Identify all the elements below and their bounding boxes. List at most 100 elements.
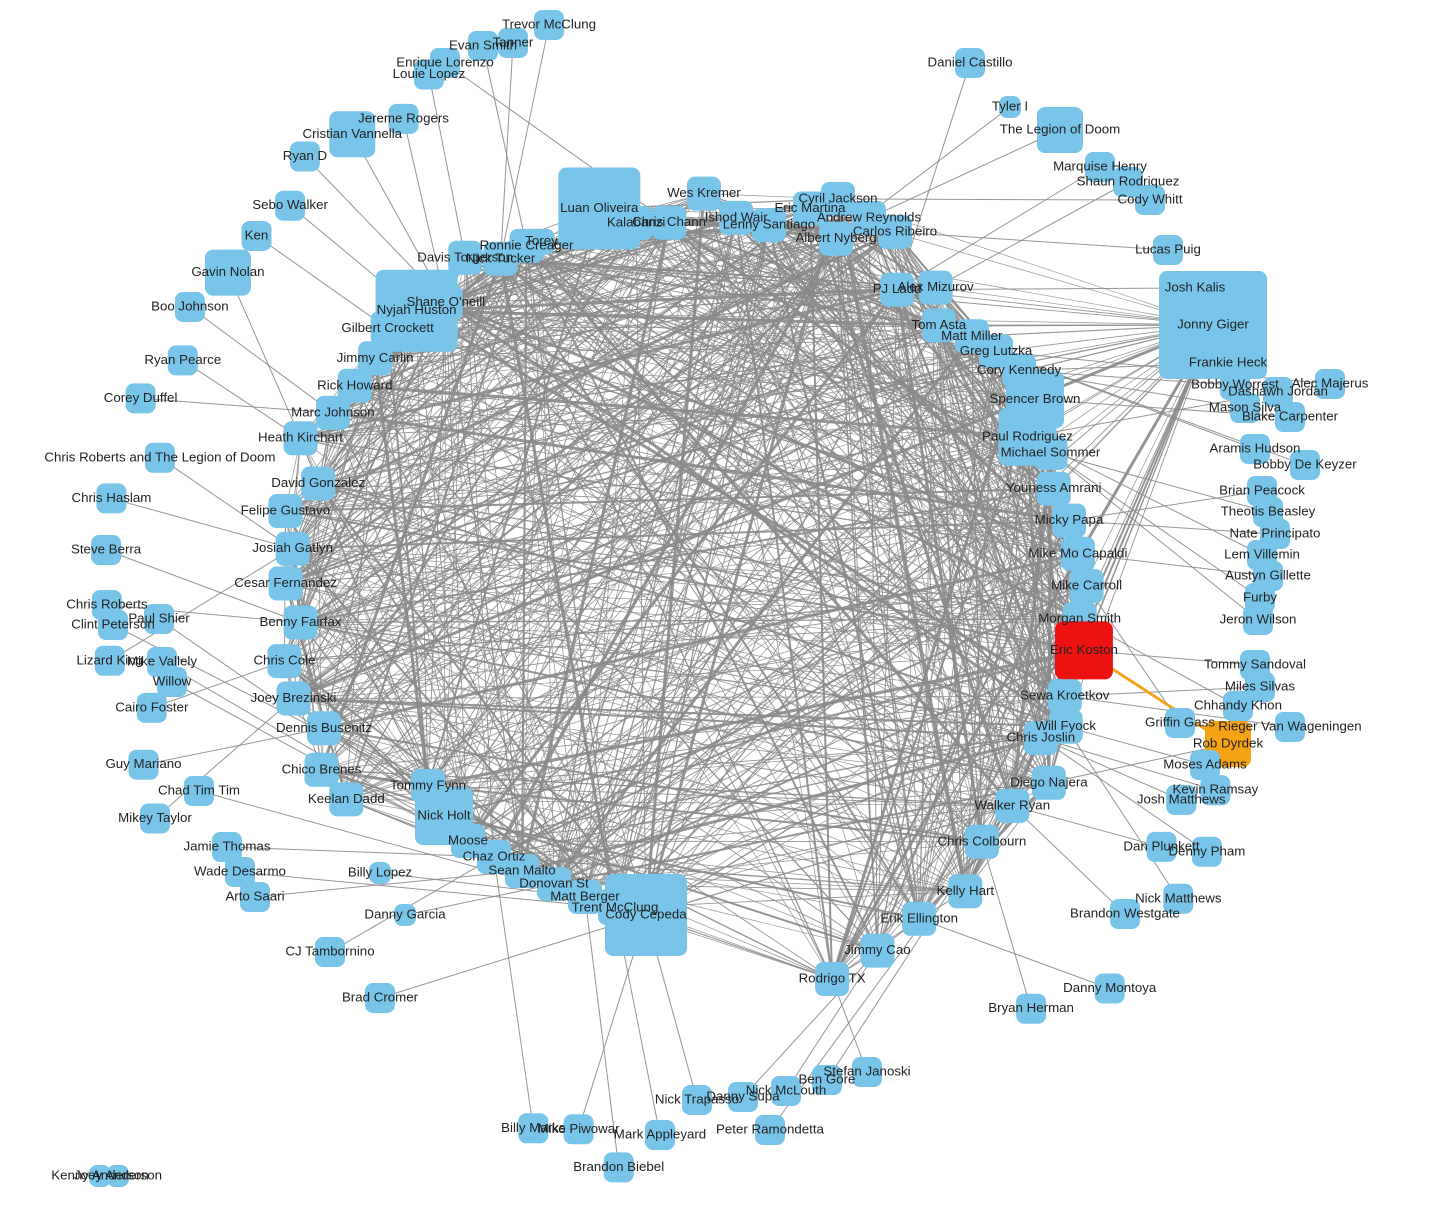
- svg-text:Youness Amrani: Youness Amrani: [1006, 480, 1102, 495]
- svg-text:Walker Ryan: Walker Ryan: [974, 797, 1050, 812]
- svg-text:Louie Lopez: Louie Lopez: [393, 66, 465, 81]
- svg-text:Moses Adams: Moses Adams: [1163, 757, 1247, 772]
- svg-text:Morgan Smith: Morgan Smith: [1038, 610, 1121, 625]
- svg-text:Felipe Gustavo: Felipe Gustavo: [241, 503, 330, 518]
- svg-text:Chad Tim Tim: Chad Tim Tim: [158, 783, 240, 798]
- svg-text:Shane O'neill: Shane O'neill: [406, 294, 485, 309]
- svg-text:Corey Duffel: Corey Duffel: [104, 390, 178, 405]
- svg-text:Greg Lutzka: Greg Lutzka: [960, 343, 1033, 358]
- svg-text:Matt Berger: Matt Berger: [550, 889, 620, 904]
- svg-text:Luan Oliveira: Luan Oliveira: [560, 200, 639, 215]
- svg-text:Arto Saari: Arto Saari: [225, 889, 284, 904]
- svg-text:Blake Carpenter: Blake Carpenter: [1242, 409, 1339, 424]
- svg-text:Ryan D: Ryan D: [283, 148, 327, 163]
- svg-text:Mark Appleyard: Mark Appleyard: [614, 1127, 706, 1142]
- svg-text:Chris Joslin: Chris Joslin: [1006, 730, 1075, 745]
- svg-text:Rodrigo TX: Rodrigo TX: [799, 971, 866, 986]
- svg-text:Miles Silvas: Miles Silvas: [1225, 679, 1296, 694]
- svg-text:Willow: Willow: [153, 674, 192, 689]
- svg-text:Eric Koston: Eric Koston: [1050, 642, 1118, 657]
- svg-text:Matt Miller: Matt Miller: [941, 328, 1003, 343]
- svg-text:Chris Roberts: Chris Roberts: [66, 597, 148, 612]
- svg-text:Carlos Ribeiro: Carlos Ribeiro: [853, 224, 937, 239]
- svg-text:Danny Garcia: Danny Garcia: [364, 907, 446, 922]
- svg-text:Dan Plunkett: Dan Plunkett: [1123, 838, 1199, 853]
- svg-text:Brian Peacock: Brian Peacock: [1219, 483, 1305, 498]
- svg-text:Wes Kremer: Wes Kremer: [667, 185, 741, 200]
- svg-text:Nick Trapasso: Nick Trapasso: [655, 1092, 739, 1107]
- svg-text:Joey Anderson: Joey Anderson: [74, 1168, 162, 1183]
- svg-text:Rob Dyrdek: Rob Dyrdek: [1193, 736, 1264, 751]
- svg-text:Tommy Fynn: Tommy Fynn: [390, 778, 466, 793]
- svg-text:Chaz Ortiz: Chaz Ortiz: [463, 849, 526, 864]
- svg-text:Chris Haslam: Chris Haslam: [72, 490, 152, 505]
- svg-text:Benny Fairfax: Benny Fairfax: [259, 614, 341, 629]
- svg-text:Danny Montoya: Danny Montoya: [1063, 980, 1157, 995]
- svg-text:Lem Villemin: Lem Villemin: [1224, 547, 1300, 562]
- svg-text:Austyn Gillette: Austyn Gillette: [1225, 568, 1311, 583]
- svg-text:The Legion of Doom: The Legion of Doom: [1000, 122, 1120, 137]
- svg-text:Sewa Kroetkov: Sewa Kroetkov: [1020, 688, 1110, 703]
- svg-text:Peter Ramondetta: Peter Ramondetta: [716, 1122, 825, 1137]
- svg-text:Andrew Reynolds: Andrew Reynolds: [817, 210, 922, 225]
- svg-text:Jereme Rogers: Jereme Rogers: [358, 110, 449, 125]
- svg-text:Trevor McClung: Trevor McClung: [502, 17, 596, 32]
- svg-text:Cairo Foster: Cairo Foster: [115, 699, 189, 714]
- svg-text:Wade Desarmo: Wade Desarmo: [194, 864, 286, 879]
- svg-text:Nick Tucker: Nick Tucker: [466, 250, 536, 265]
- svg-text:Guy Mariano: Guy Mariano: [105, 756, 181, 771]
- svg-text:Alec Majerus: Alec Majerus: [1292, 376, 1369, 391]
- svg-text:Marquise Henry: Marquise Henry: [1053, 159, 1147, 174]
- svg-text:Alex Mizurov: Alex Mizurov: [898, 279, 974, 294]
- svg-text:Daniel Castillo: Daniel Castillo: [928, 55, 1013, 70]
- svg-text:Josh Kalis: Josh Kalis: [1165, 280, 1226, 295]
- svg-text:Lucas Puig: Lucas Puig: [1135, 242, 1201, 257]
- svg-text:Mikey Taylor: Mikey Taylor: [118, 810, 192, 825]
- svg-text:Gavin Nolan: Gavin Nolan: [191, 264, 264, 279]
- svg-text:Billy Marks: Billy Marks: [501, 1120, 566, 1135]
- svg-text:Chhandy Khon: Chhandy Khon: [1194, 698, 1282, 713]
- svg-text:Dennis Busenitz: Dennis Busenitz: [276, 720, 372, 735]
- svg-text:Spencer Brown: Spencer Brown: [990, 391, 1081, 406]
- svg-text:CJ Tambornino: CJ Tambornino: [285, 944, 374, 959]
- svg-text:Brandon Biebel: Brandon Biebel: [573, 1159, 664, 1174]
- svg-text:Gilbert Crockett: Gilbert Crockett: [341, 320, 434, 335]
- svg-text:Erik Ellington: Erik Ellington: [880, 910, 958, 925]
- svg-text:David Gonzalez: David Gonzalez: [271, 475, 365, 490]
- svg-text:Josiah Gatlyn: Josiah Gatlyn: [252, 540, 333, 555]
- svg-text:Chris Colbourn: Chris Colbourn: [938, 833, 1027, 848]
- svg-text:Donovan St: Donovan St: [519, 876, 589, 891]
- svg-text:Boo Johnson: Boo Johnson: [151, 299, 229, 314]
- svg-text:Nate Principato: Nate Principato: [1230, 526, 1321, 541]
- svg-text:Frankie Heck: Frankie Heck: [1189, 355, 1268, 370]
- svg-text:Bobby De Keyzer: Bobby De Keyzer: [1253, 457, 1357, 472]
- svg-text:Michael Sommer: Michael Sommer: [1001, 444, 1101, 459]
- svg-text:Bryan Herman: Bryan Herman: [988, 1000, 1074, 1015]
- svg-text:Marc Johnson: Marc Johnson: [291, 404, 375, 419]
- svg-text:Cyril Jackson: Cyril Jackson: [798, 191, 877, 206]
- svg-text:Evan Smith: Evan Smith: [449, 38, 517, 53]
- svg-text:Paul Rodriguez: Paul Rodriguez: [982, 428, 1073, 443]
- svg-text:Cristian Vannella: Cristian Vannella: [303, 126, 403, 141]
- svg-text:Chris Cole: Chris Cole: [253, 653, 315, 668]
- svg-text:Moose: Moose: [448, 833, 488, 848]
- svg-text:Tyler I: Tyler I: [992, 99, 1028, 114]
- svg-text:Jimmy Cao: Jimmy Cao: [844, 942, 911, 957]
- svg-text:Nick Matthews: Nick Matthews: [1135, 890, 1222, 905]
- svg-text:Brad Cromer: Brad Cromer: [342, 990, 419, 1005]
- svg-text:Steve Berra: Steve Berra: [71, 542, 142, 557]
- svg-text:Ryan Pearce: Ryan Pearce: [144, 352, 221, 367]
- svg-text:Sebo Walker: Sebo Walker: [252, 197, 328, 212]
- svg-text:Furby: Furby: [1243, 590, 1277, 605]
- svg-text:Cody Whitt: Cody Whitt: [1117, 192, 1182, 207]
- svg-text:Cory Kennedy: Cory Kennedy: [977, 362, 1062, 377]
- svg-text:Jamie Thomas: Jamie Thomas: [184, 839, 271, 854]
- svg-text:Jonny Giger: Jonny Giger: [1177, 317, 1249, 332]
- svg-text:Griffin Gass: Griffin Gass: [1145, 715, 1215, 730]
- svg-text:Jimmy Carlin: Jimmy Carlin: [337, 350, 414, 365]
- svg-text:Billy Lopez: Billy Lopez: [348, 865, 412, 880]
- svg-text:Diego Najera: Diego Najera: [1010, 774, 1088, 789]
- svg-text:Joey Brezinski: Joey Brezinski: [251, 690, 337, 705]
- svg-text:Lizard King: Lizard King: [77, 652, 144, 667]
- svg-text:Shaun Rodriquez: Shaun Rodriquez: [1077, 174, 1180, 189]
